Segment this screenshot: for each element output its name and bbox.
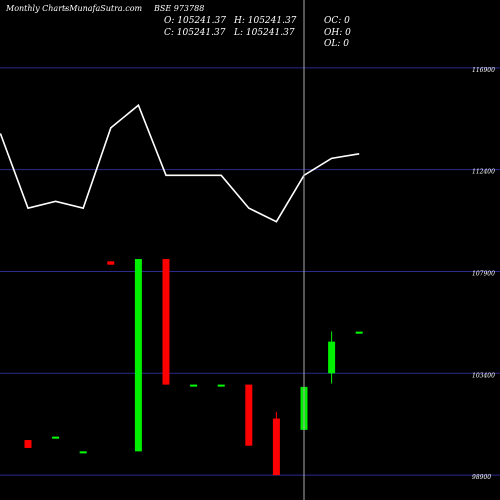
candle-body xyxy=(134,259,142,452)
grid-lines xyxy=(0,67,500,476)
oc-readout: OC: 0 xyxy=(324,16,350,26)
brand-label: Monthly Charts xyxy=(6,4,70,13)
oh-readout: OH: 0 xyxy=(324,28,351,38)
average-line xyxy=(0,103,360,223)
y-axis-ticks: 116900 112400 107900 103400 98900 xyxy=(472,67,495,481)
y-tick-label: 107900 xyxy=(472,270,495,277)
ol-readout: OL: 0 xyxy=(324,39,349,49)
y-tick-label: 103400 xyxy=(472,372,495,379)
line-series xyxy=(0,103,360,223)
candle-body xyxy=(162,259,170,385)
candle-body xyxy=(24,440,32,448)
y-tick-label: 112400 xyxy=(472,169,495,176)
open-readout: O: 105241.37 xyxy=(164,16,226,26)
y-tick-label: 98900 xyxy=(472,474,491,481)
high-readout: H: 105241.37 xyxy=(234,16,297,26)
candle-body xyxy=(328,341,336,374)
candle-body xyxy=(52,436,60,439)
candle-body xyxy=(79,451,87,454)
site-label: - MunafaSutra.com xyxy=(64,4,143,13)
symbol-label: BSE 973788 xyxy=(154,4,205,13)
candle-body xyxy=(355,331,363,334)
candle-body xyxy=(190,384,198,387)
candle-body xyxy=(272,418,280,476)
candles xyxy=(24,259,363,476)
low-readout: L: 105241.37 xyxy=(234,28,295,38)
close-readout: C: 105241.37 xyxy=(164,28,226,38)
candle-body xyxy=(217,384,225,387)
candle-body xyxy=(245,384,253,446)
y-tick-label: 116900 xyxy=(472,67,495,74)
candle-body xyxy=(107,261,115,265)
